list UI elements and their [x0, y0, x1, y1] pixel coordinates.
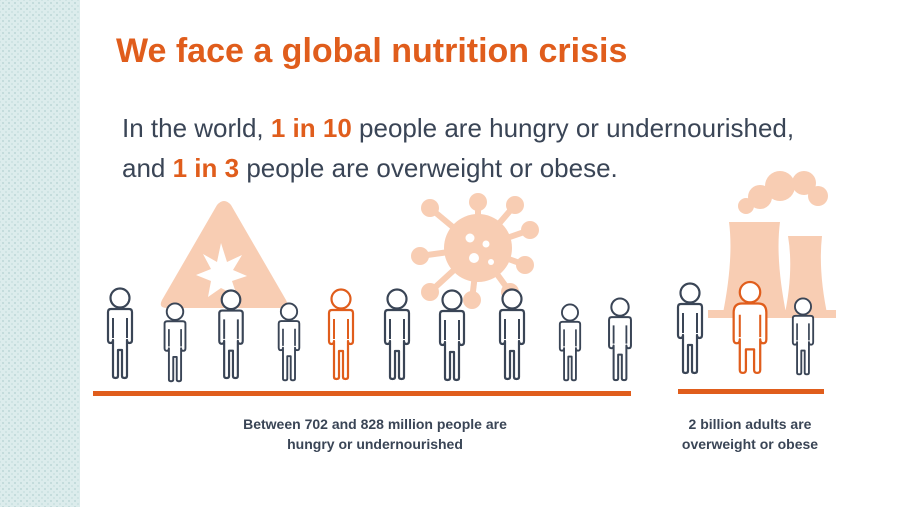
person-icon: [558, 303, 582, 382]
line1-prefix: In the world,: [122, 113, 271, 143]
virus-icon: [411, 193, 539, 309]
person-icon: [676, 282, 704, 375]
person-icon: [498, 288, 526, 381]
decorative-side-strip: [0, 0, 80, 507]
hungry-group-baseline: [93, 391, 631, 396]
page-title: We face a global nutrition crisis: [116, 32, 628, 70]
line2-prefix: and: [122, 153, 173, 183]
person-icon: [383, 288, 411, 381]
person-icon: [277, 302, 301, 382]
hungry-caption: Between 702 and 828 million people are h…: [243, 416, 507, 452]
factory-smoke-icon: [708, 171, 836, 318]
person-icon: [607, 297, 633, 382]
hungry-ratio: 1 in 10: [270, 113, 352, 143]
warning-explosion-icon: [160, 201, 288, 308]
person-icon: [163, 302, 187, 383]
overweight-caption: 2 billion adults are overweight or obese: [681, 416, 819, 452]
line2-suffix: people are overweight or obese.: [239, 153, 618, 183]
overweight-group-baseline: [678, 389, 824, 394]
person-icon: [218, 289, 244, 380]
overweight-ratio: 1 in 3: [172, 153, 240, 183]
person-icon: [438, 289, 466, 382]
intro-text: In the world, 1 in 10 people are hungry …: [122, 108, 882, 188]
person-icon: [106, 287, 134, 380]
line1-suffix: people are hungry or undernourished,: [351, 113, 795, 143]
person-icon: [791, 297, 815, 376]
person-icon-highlighted: [327, 288, 355, 381]
